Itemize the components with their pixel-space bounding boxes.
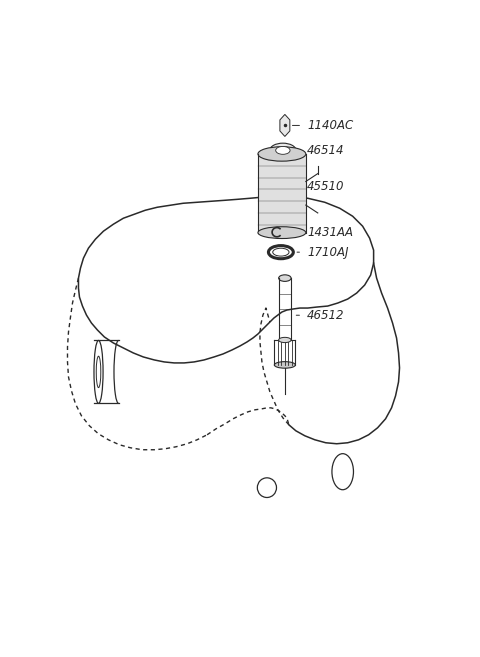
Ellipse shape — [257, 478, 276, 497]
Text: 45510: 45510 — [307, 180, 345, 193]
Text: 46512: 46512 — [307, 309, 345, 322]
Ellipse shape — [94, 340, 103, 403]
Ellipse shape — [258, 227, 306, 238]
Bar — [258, 154, 306, 233]
Text: 1710AJ: 1710AJ — [307, 246, 348, 259]
Ellipse shape — [276, 147, 290, 154]
Ellipse shape — [258, 147, 306, 161]
Ellipse shape — [270, 143, 296, 158]
Text: 1140AC: 1140AC — [307, 119, 353, 132]
Ellipse shape — [273, 248, 289, 256]
Ellipse shape — [96, 356, 101, 388]
Text: 1431AA: 1431AA — [307, 226, 353, 238]
Ellipse shape — [275, 361, 295, 368]
Polygon shape — [280, 114, 290, 137]
Text: 46514: 46514 — [307, 144, 345, 157]
Ellipse shape — [332, 454, 353, 489]
Ellipse shape — [279, 275, 291, 281]
Ellipse shape — [279, 337, 291, 342]
